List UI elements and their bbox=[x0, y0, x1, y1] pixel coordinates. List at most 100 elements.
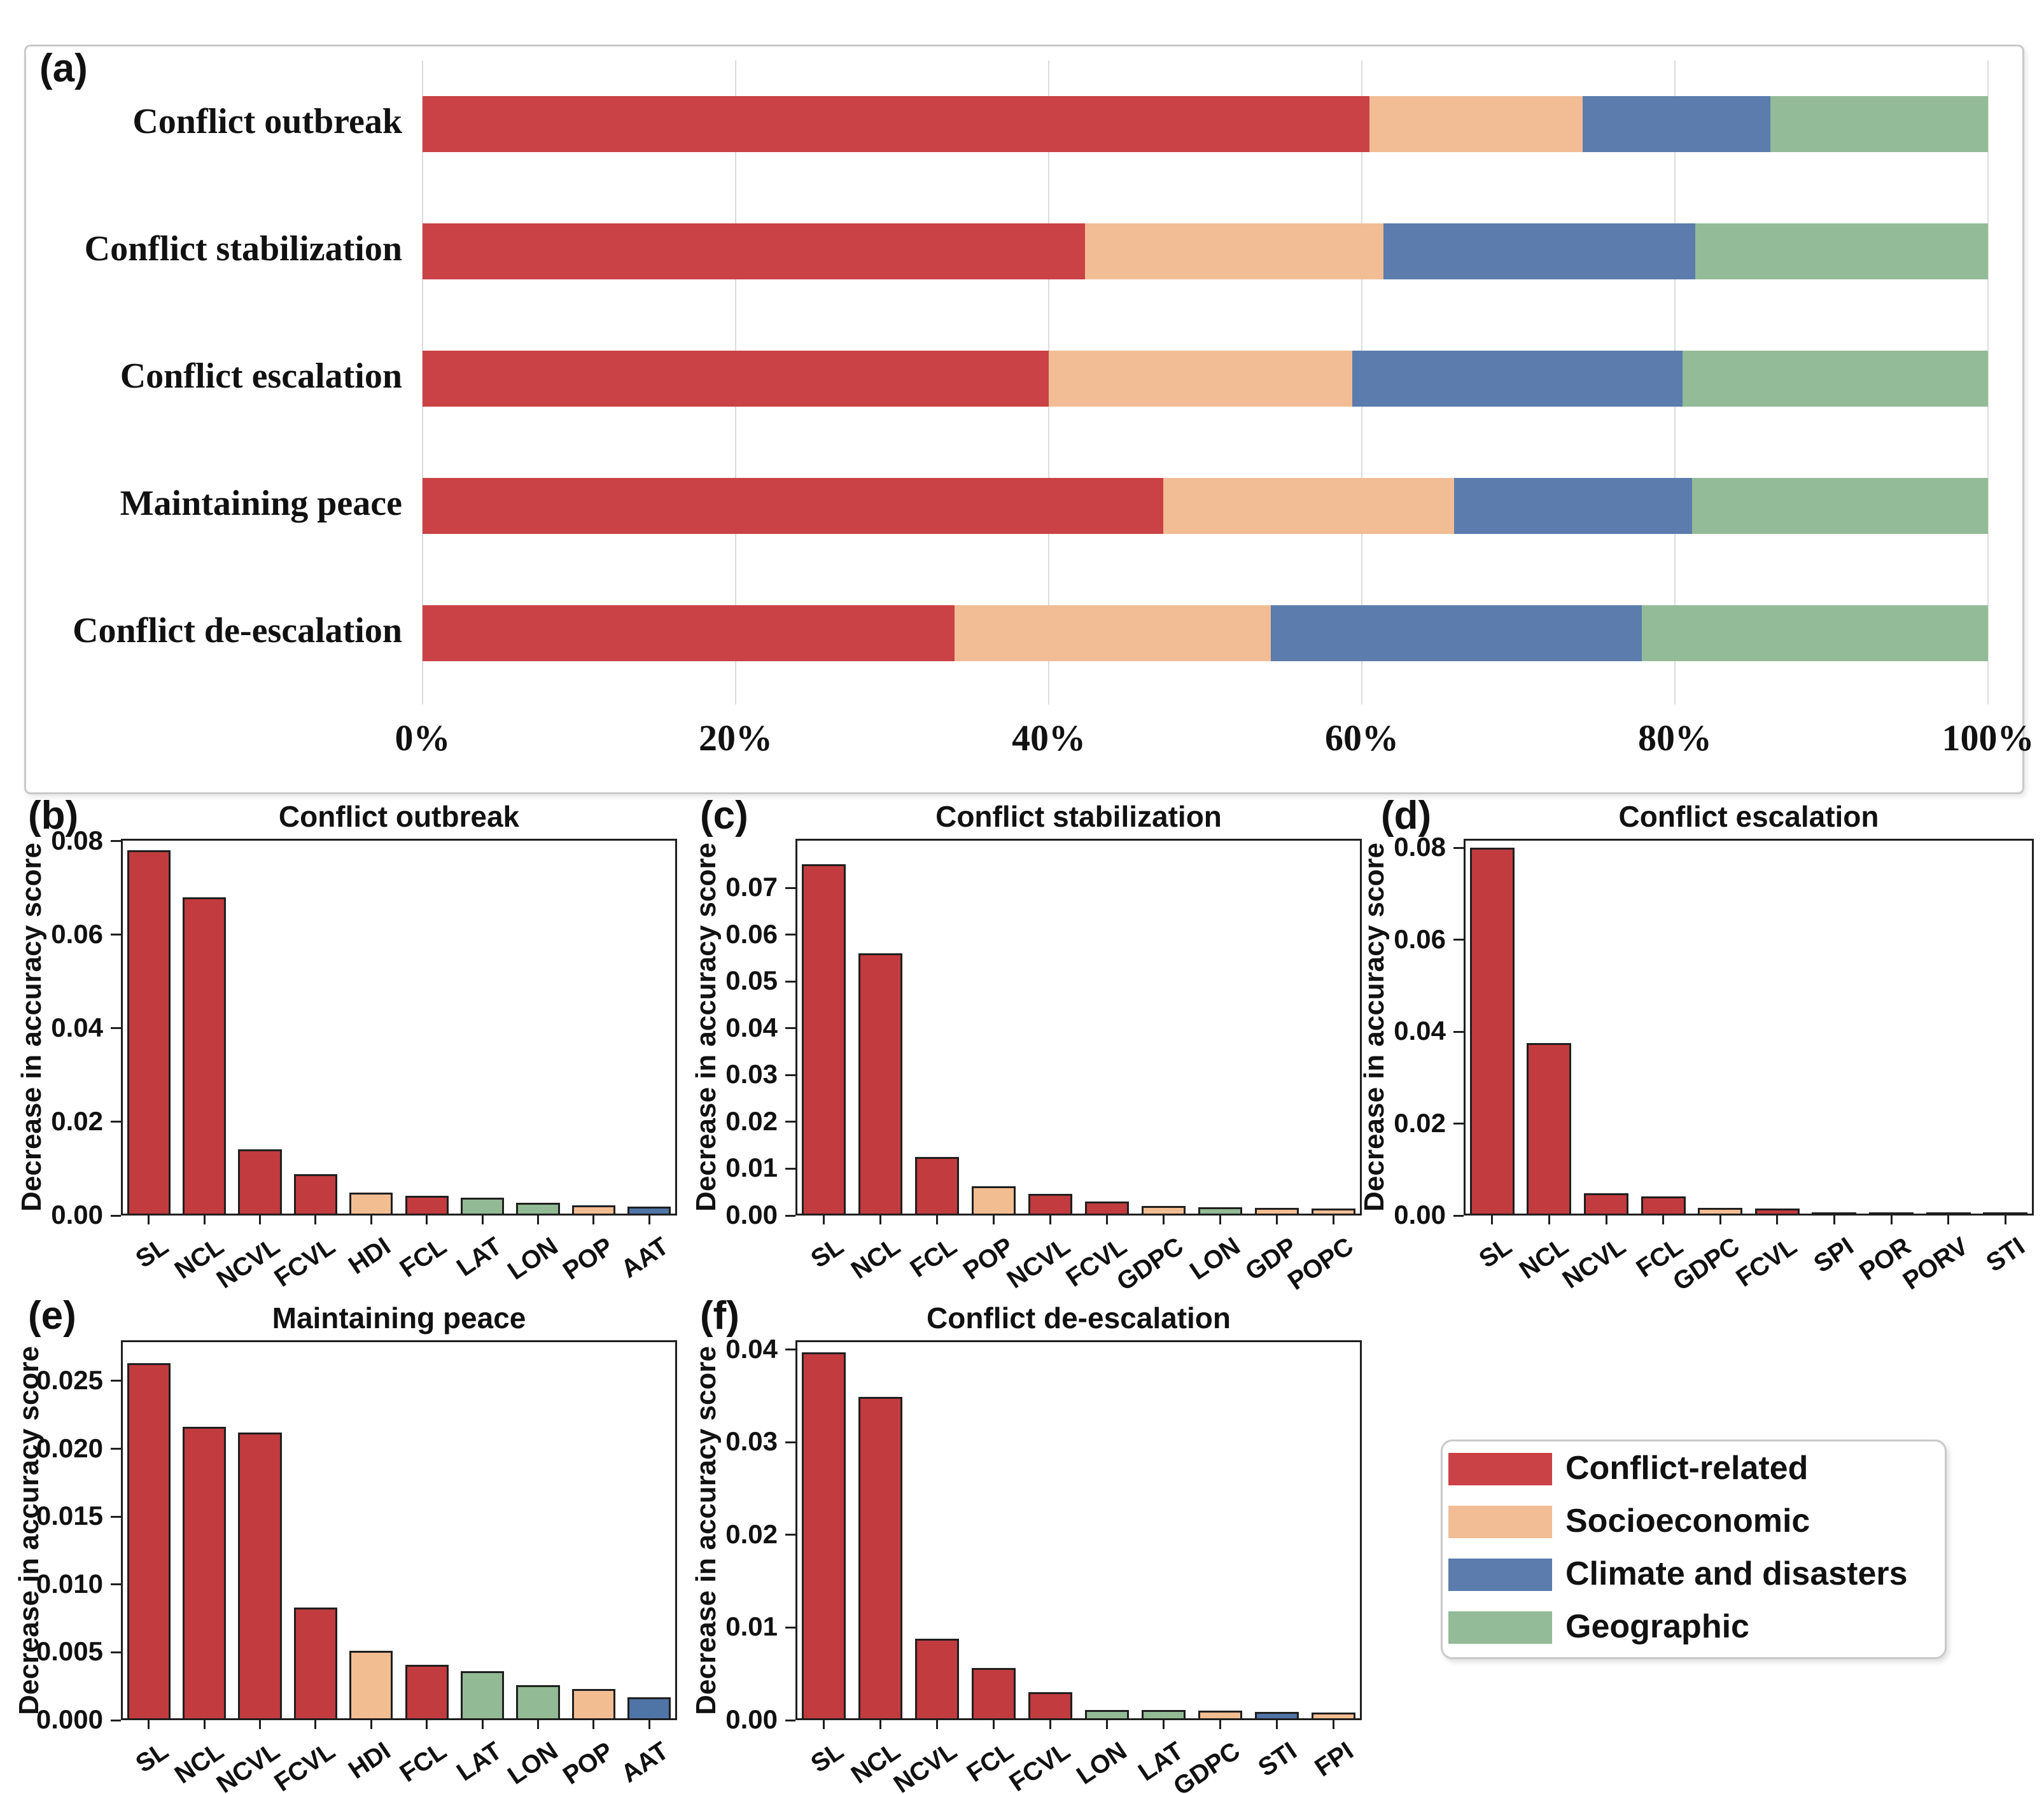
segment-geographic-row0 bbox=[1770, 96, 1988, 152]
bar-c-POP bbox=[971, 1186, 1016, 1216]
bar-e-NCVL bbox=[238, 1432, 282, 1720]
segment-geographic-row1 bbox=[1695, 223, 1988, 279]
y-tick-label-f-2: 0.02 bbox=[725, 1518, 778, 1549]
bar-d-NCL bbox=[1527, 1043, 1572, 1216]
legend-swatch-geographic bbox=[1448, 1611, 1552, 1644]
x-tick-c-6 bbox=[1163, 1216, 1165, 1224]
bar-e-HDI bbox=[349, 1651, 393, 1720]
bar-d-NCVL bbox=[1584, 1193, 1628, 1216]
bar-b-NCL bbox=[183, 897, 227, 1216]
bar-b-NCVL bbox=[238, 1149, 282, 1216]
row-label-4: Conflict de-escalation bbox=[73, 611, 402, 650]
gridline-100 bbox=[1987, 60, 1989, 704]
y-tick-e-4 bbox=[111, 1448, 121, 1450]
row-label-0: Conflict outbreak bbox=[132, 102, 402, 141]
x-tick-f-8 bbox=[1276, 1720, 1278, 1729]
y-tick-label-c-1: 0.01 bbox=[725, 1153, 778, 1183]
y-tick-label-b-1: 0.02 bbox=[51, 1105, 103, 1136]
bar-d-POR bbox=[1869, 1212, 1914, 1216]
x-tick-b-9 bbox=[648, 1216, 650, 1224]
bar-d-GDPC bbox=[1698, 1208, 1743, 1216]
y-tick-label-f-0: 0.00 bbox=[725, 1704, 778, 1734]
y-tick-d-4 bbox=[1453, 846, 1464, 849]
y-tick-d-0 bbox=[1453, 1214, 1464, 1217]
y-tick-label-d-4: 0.08 bbox=[1394, 832, 1446, 862]
y-tick-label-d-2: 0.04 bbox=[1394, 1016, 1446, 1046]
y-tick-e-0 bbox=[111, 1719, 121, 1721]
bar-d-PORV bbox=[1926, 1212, 1971, 1216]
bar-c-GDP bbox=[1254, 1208, 1299, 1216]
bar-f-NCL bbox=[858, 1396, 903, 1720]
y-tick-label-e-4: 0.020 bbox=[36, 1433, 103, 1463]
x-tick-f-1 bbox=[879, 1720, 881, 1729]
y-tick-c-6 bbox=[785, 934, 795, 936]
x-tick-f-6 bbox=[1163, 1720, 1165, 1729]
x-tick-f-4 bbox=[1049, 1720, 1051, 1729]
bar-f-FCL bbox=[971, 1668, 1016, 1720]
segment-climate-and-disasters-row3 bbox=[1454, 478, 1693, 534]
x-tick-e-5 bbox=[426, 1720, 428, 1729]
x-tick-e-8 bbox=[592, 1720, 595, 1729]
y-tick-c-2 bbox=[785, 1121, 795, 1123]
bar-b-AAT bbox=[627, 1207, 671, 1216]
segment-socioeconomic-row1 bbox=[1084, 223, 1384, 279]
x-tick-e-6 bbox=[481, 1720, 484, 1729]
segment-conflict-related-row3 bbox=[423, 478, 1163, 534]
y-tick-label-b-3: 0.06 bbox=[51, 918, 103, 949]
x-tick-f-3 bbox=[993, 1720, 995, 1729]
x-tick-f-7 bbox=[1219, 1720, 1221, 1729]
x-tick-d-7 bbox=[1890, 1216, 1893, 1224]
y-tick-label-c-0: 0.00 bbox=[725, 1200, 778, 1230]
row-label-2: Conflict escalation bbox=[120, 356, 402, 396]
x-tick-d-5 bbox=[1776, 1216, 1779, 1224]
bar-e-LON bbox=[516, 1685, 560, 1720]
panel-label-b: (b) bbox=[28, 794, 79, 837]
x-tick-b-4 bbox=[370, 1216, 372, 1224]
x-tick-c-8 bbox=[1276, 1216, 1278, 1224]
bar-e-AAT bbox=[627, 1697, 671, 1720]
y-tick-d-2 bbox=[1453, 1030, 1464, 1033]
legend-label-2: Climate and disasters bbox=[1565, 1555, 1908, 1592]
y-tick-d-3 bbox=[1453, 939, 1464, 941]
y-tick-f-1 bbox=[785, 1626, 795, 1629]
y-tick-label-d-3: 0.06 bbox=[1394, 923, 1446, 954]
y-tick-c-7 bbox=[785, 886, 795, 889]
x-tick-label-a-4: 80% bbox=[1638, 717, 1712, 759]
segment-socioeconomic-row2 bbox=[1049, 351, 1353, 407]
x-tick-c-5 bbox=[1106, 1216, 1108, 1224]
row-label-1: Conflict stabilization bbox=[84, 229, 402, 269]
segment-climate-and-disasters-row2 bbox=[1352, 351, 1683, 407]
chart-title-b: Conflict outbreak bbox=[278, 800, 520, 833]
x-tick-d-1 bbox=[1548, 1216, 1550, 1224]
y-tick-c-4 bbox=[785, 1027, 795, 1030]
legend-label-0: Conflict-related bbox=[1565, 1450, 1809, 1487]
y-tick-label-b-4: 0.08 bbox=[51, 825, 103, 855]
legend-label-3: Geographic bbox=[1565, 1608, 1749, 1645]
y-tick-f-3 bbox=[785, 1441, 795, 1443]
panel-label-c: (c) bbox=[700, 794, 748, 837]
legend-label-1: Socioeconomic bbox=[1565, 1503, 1810, 1539]
segment-climate-and-disasters-row4 bbox=[1271, 605, 1642, 661]
bar-c-GDPC bbox=[1141, 1205, 1186, 1216]
bar-f-LON bbox=[1084, 1709, 1130, 1720]
bar-f-FPI bbox=[1311, 1713, 1356, 1720]
y-tick-label-e-2: 0.010 bbox=[36, 1568, 103, 1599]
y-tick-label-e-5: 0.025 bbox=[36, 1364, 103, 1395]
bar-f-NCVL bbox=[914, 1638, 960, 1720]
segment-socioeconomic-row0 bbox=[1369, 96, 1583, 152]
y-tick-label-f-1: 0.01 bbox=[725, 1611, 778, 1642]
x-tick-label-a-0: 0% bbox=[395, 717, 451, 759]
bar-f-GDPC bbox=[1198, 1711, 1243, 1720]
y-tick-label-b-2: 0.04 bbox=[51, 1012, 103, 1042]
bar-b-FCVL bbox=[293, 1174, 337, 1216]
y-tick-f-4 bbox=[785, 1349, 795, 1351]
x-tick-label-a-3: 60% bbox=[1325, 717, 1399, 759]
x-tick-b-6 bbox=[481, 1216, 484, 1224]
bar-c-NCVL bbox=[1028, 1194, 1073, 1216]
x-tick-b-2 bbox=[259, 1216, 261, 1224]
bar-e-SL bbox=[127, 1363, 171, 1720]
y-tick-label-c-4: 0.04 bbox=[725, 1012, 778, 1042]
bar-d-FCVL bbox=[1754, 1209, 1800, 1216]
x-tick-b-0 bbox=[148, 1216, 150, 1224]
